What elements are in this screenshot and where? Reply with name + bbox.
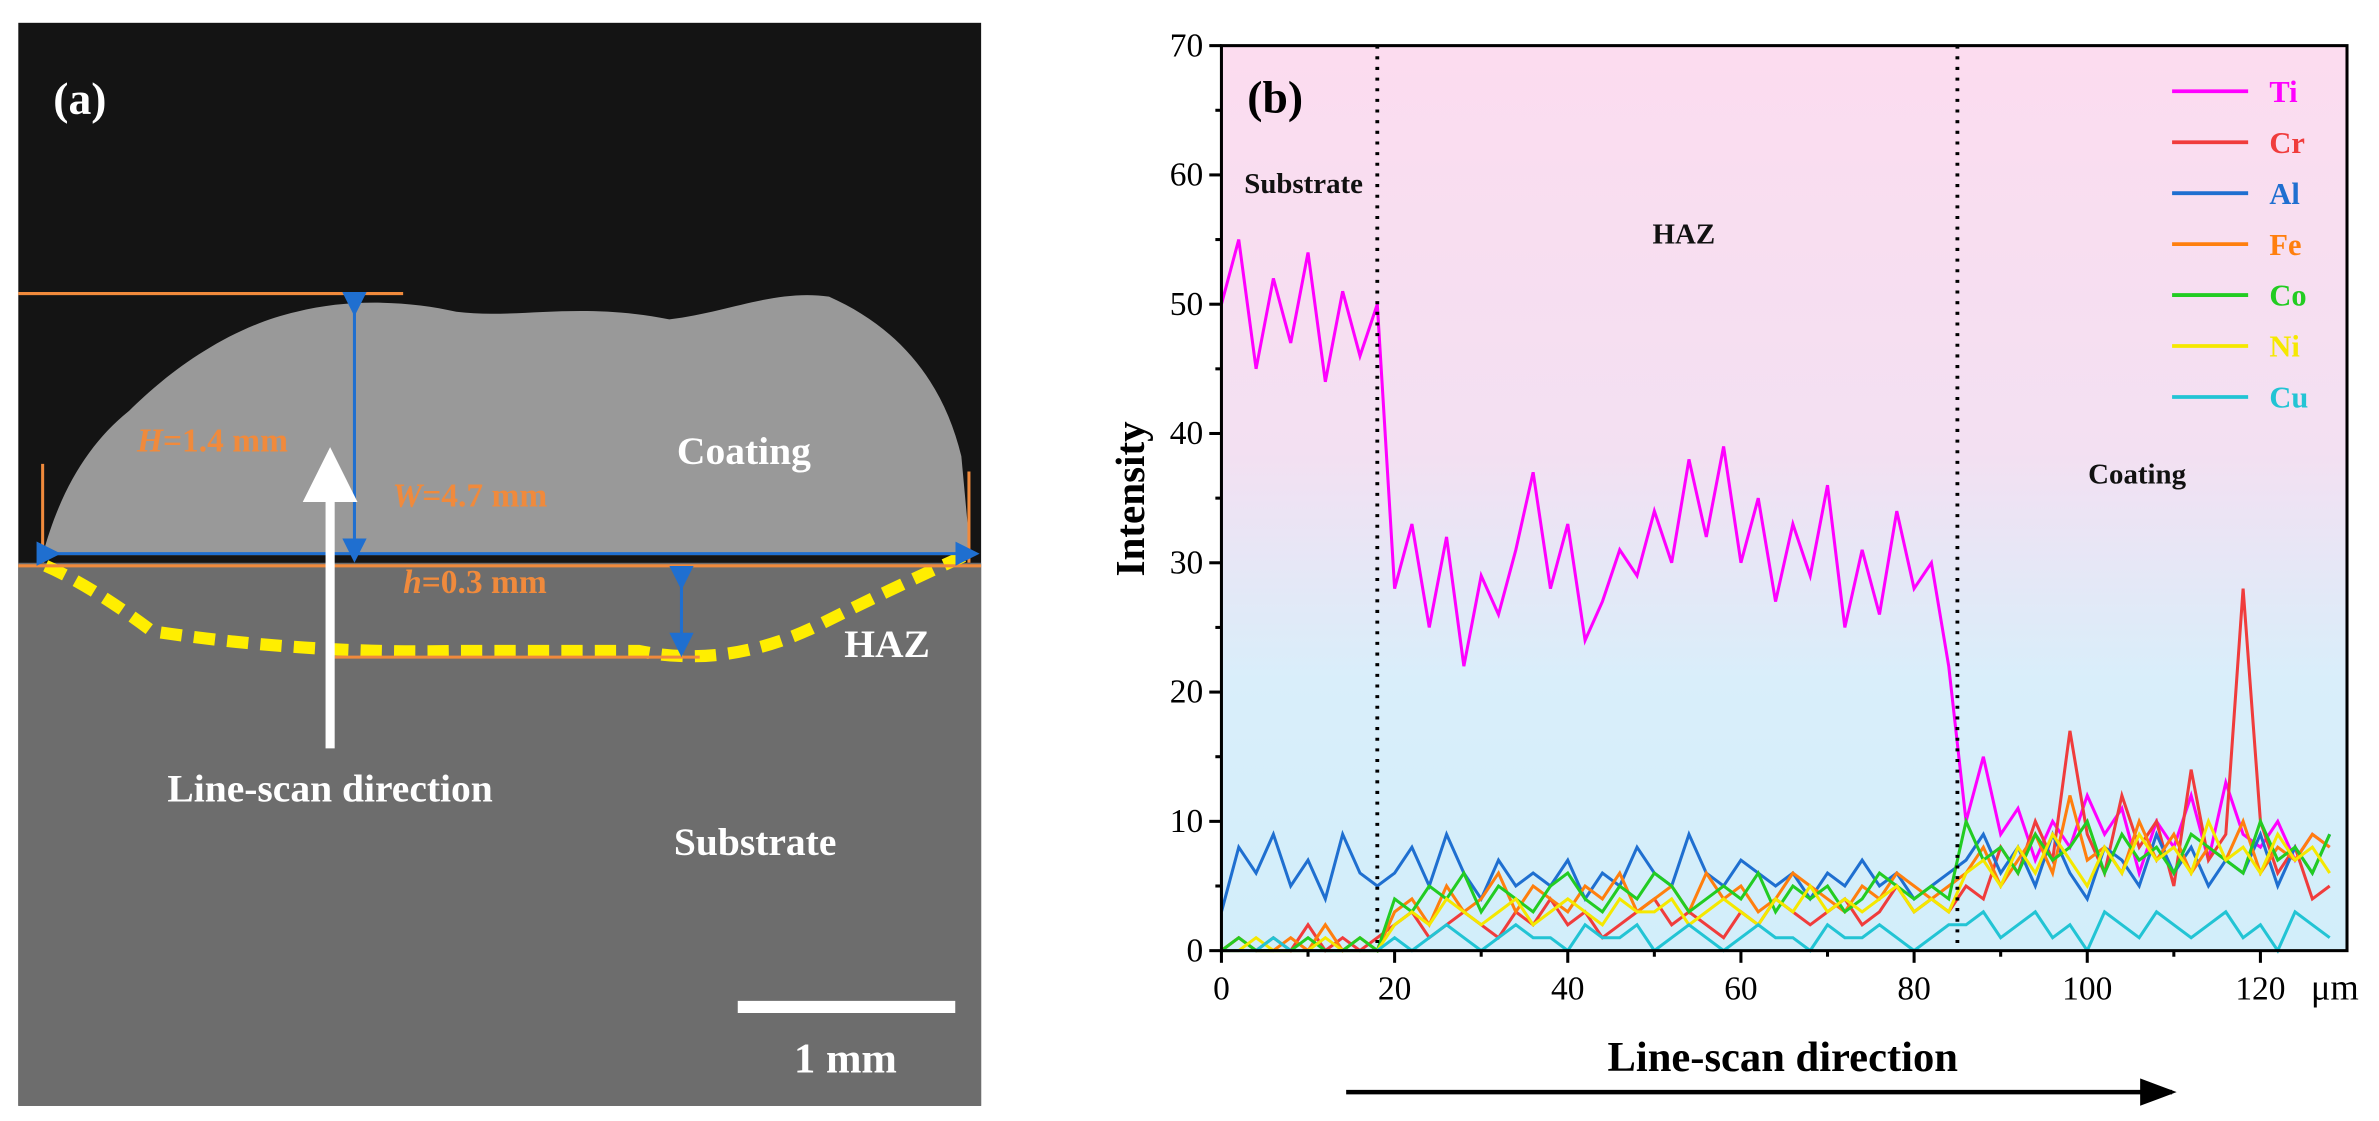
- x-axis-label: Line-scan direction: [1607, 1034, 1958, 1081]
- y-tick-label: 50: [1170, 286, 1203, 323]
- x-tick-label: 60: [1724, 970, 1757, 1007]
- haz-boundary: [43, 549, 969, 663]
- haz-label: HAZ: [844, 622, 930, 666]
- y-tick-label: 0: [1186, 932, 1203, 969]
- x-unit: μm: [2311, 966, 2359, 1007]
- series-line: [1220, 816, 2332, 954]
- symbol: W: [392, 478, 424, 515]
- series-line: [1221, 909, 2331, 954]
- value: =4.7 mm: [422, 478, 547, 515]
- direction-label: Line-scan direction: [167, 767, 492, 811]
- micrograph: (a) H=1.4 mm W=4.7 mm h=0.3 mm Coating H…: [18, 22, 982, 1106]
- x-tick-label: 80: [1897, 970, 1930, 1007]
- haz-depth-label: h=0.3 mm: [403, 564, 547, 601]
- legend-label: Ni: [2269, 330, 2299, 364]
- y-tick-label: 10: [1170, 803, 1203, 840]
- value: =1.4 mm: [163, 423, 288, 460]
- panel-label: (b): [1247, 72, 1303, 123]
- substrate-label: Substrate: [674, 820, 837, 864]
- width-label: W=4.7 mm: [392, 478, 547, 515]
- symbol: h: [403, 564, 422, 601]
- height-label: H=1.4 mm: [136, 423, 288, 460]
- line-chart: Substrate HAZ Coating 0 10 20 30 40 50 60 70 0 20 40 6…: [1107, 27, 2359, 1106]
- legend-label: Fe: [2269, 228, 2301, 262]
- region-label: HAZ: [1653, 218, 1716, 250]
- y-tick-label: 60: [1170, 157, 1203, 194]
- y-tick-label: 30: [1170, 544, 1203, 581]
- legend-label: Ti: [2269, 75, 2297, 109]
- region-label: Coating: [2088, 459, 2186, 491]
- legend-label: Co: [2269, 279, 2306, 313]
- x-tick-label: 0: [1213, 970, 1230, 1007]
- coating: [42, 295, 971, 556]
- series-line: [1219, 829, 2332, 913]
- legend-label: Cu: [2269, 381, 2308, 415]
- plot-background: [1221, 45, 2348, 951]
- value: =0.3 mm: [422, 564, 547, 601]
- coating-label: Coating: [677, 429, 811, 473]
- substrate: [18, 562, 982, 1106]
- scale-bar-label: 1 mm: [794, 1035, 897, 1082]
- legend-label: Cr: [2269, 126, 2304, 160]
- y-tick-label: 70: [1170, 27, 1203, 64]
- dimension-arrows: [36, 292, 980, 658]
- series-line: [1221, 817, 2331, 953]
- symbol: H: [136, 423, 164, 460]
- x-tick-label: 120: [2235, 970, 2285, 1007]
- region-label: Substrate: [1244, 168, 1363, 200]
- legend-label: Al: [2269, 177, 2299, 211]
- y-axis-label: Intensity: [1107, 421, 1153, 577]
- y-tick-label: 40: [1170, 415, 1203, 452]
- y-tick-label: 20: [1170, 674, 1203, 711]
- panel-label: (a): [53, 73, 106, 124]
- x-tick-label: 20: [1378, 970, 1411, 1007]
- x-tick-label: 40: [1551, 970, 1584, 1007]
- x-tick-label: 100: [2062, 970, 2112, 1007]
